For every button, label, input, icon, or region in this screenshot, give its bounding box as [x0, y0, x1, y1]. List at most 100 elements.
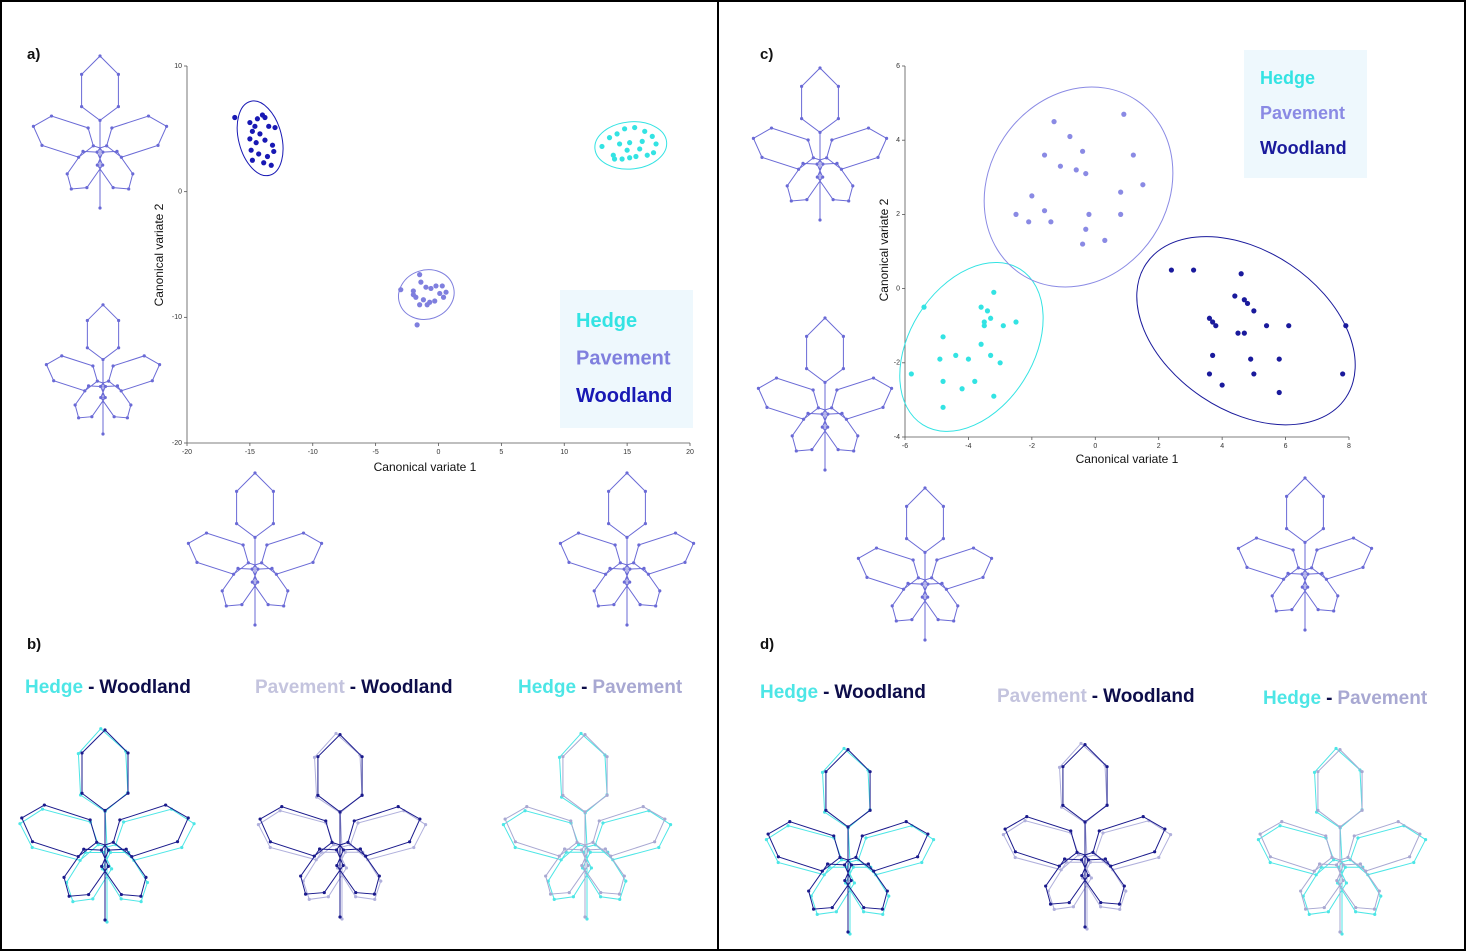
data-point [937, 356, 942, 361]
landmark [1069, 829, 1072, 832]
landmark [1002, 833, 1005, 836]
landmark [891, 604, 894, 607]
comparison-part: Pavement [1337, 688, 1427, 709]
leaflet [252, 568, 287, 606]
landmark [105, 144, 108, 147]
landmark [1023, 819, 1026, 822]
landmark [825, 156, 828, 159]
landmark [843, 879, 846, 882]
data-point [1013, 212, 1018, 217]
landmark [818, 66, 821, 69]
landmark [187, 816, 190, 819]
landmark [164, 803, 167, 806]
landmark [876, 156, 879, 159]
landmark [1320, 572, 1323, 575]
data-point [637, 146, 642, 151]
data-point [1220, 382, 1225, 387]
landmark [805, 198, 808, 201]
landmark [1345, 881, 1348, 884]
landmark [857, 557, 860, 560]
landmark [653, 840, 656, 843]
landmark [74, 403, 77, 406]
landmark [1278, 824, 1281, 827]
landmark [1286, 572, 1289, 575]
landmark [821, 426, 824, 429]
landmark [40, 144, 43, 147]
landmark [856, 434, 859, 437]
landmark [1360, 770, 1363, 773]
landmark [324, 819, 327, 822]
landmark [1280, 820, 1283, 823]
landmark [942, 537, 945, 540]
landmark [90, 415, 93, 418]
landmark [1157, 856, 1160, 859]
landmark [1083, 925, 1086, 928]
landmark [523, 809, 526, 812]
landmark [113, 415, 116, 418]
y-tick-label: 10 [174, 63, 182, 70]
landmark [265, 543, 268, 546]
landmark [101, 150, 104, 153]
data-point [398, 287, 403, 292]
landmark [235, 522, 238, 525]
leaflet [817, 163, 852, 201]
landmark [801, 162, 804, 165]
landmark [805, 335, 808, 338]
leaflet [802, 68, 839, 132]
landmark [942, 505, 945, 508]
landmark [87, 893, 90, 896]
data-point [415, 322, 420, 327]
landmark [1053, 908, 1056, 911]
landmark [654, 604, 657, 607]
data-point [1131, 152, 1136, 157]
data-point [1118, 190, 1123, 195]
landmark [99, 727, 102, 730]
data-point [979, 305, 984, 310]
landmark [260, 561, 263, 564]
data-point [640, 139, 645, 144]
landmark [608, 567, 611, 570]
leaflet [1287, 478, 1324, 542]
comparison-part: - [1326, 688, 1332, 709]
landmark [786, 824, 789, 827]
data-point [1042, 208, 1047, 213]
comparison-label: Hedge-Pavement [518, 677, 683, 698]
landmark [1004, 827, 1007, 830]
landmark [316, 755, 319, 758]
landmark [572, 895, 575, 898]
landmark [840, 412, 843, 415]
landmark [165, 125, 168, 128]
landmark [1061, 804, 1064, 807]
data-point [909, 371, 914, 376]
landmark [82, 848, 85, 851]
data-point [953, 353, 958, 358]
landmark [98, 119, 101, 122]
data-point [262, 138, 267, 143]
landmark [85, 186, 88, 189]
leaf-shape [1259, 748, 1422, 934]
landmark [864, 836, 867, 839]
landmark [605, 794, 608, 797]
data-point [1058, 164, 1063, 169]
data-point [271, 149, 276, 154]
legend-label: Pavement [1260, 103, 1345, 123]
data-point [1235, 331, 1240, 336]
landmark [1338, 825, 1341, 828]
data-point [247, 120, 252, 125]
landmark [887, 894, 890, 897]
comparison-part: Woodland [99, 677, 190, 698]
landmark [1285, 495, 1288, 498]
data-point [972, 379, 977, 384]
data-point [423, 285, 428, 290]
landmark [777, 855, 780, 858]
data-point [249, 148, 254, 153]
x-tick-label: -6 [902, 443, 908, 450]
leaflet [822, 413, 857, 451]
x-tick-label: 15 [623, 449, 631, 456]
landmark [1014, 850, 1017, 853]
comparison-label: Pavement-Woodland [997, 686, 1195, 707]
landmark [221, 589, 224, 592]
landmark [912, 558, 915, 561]
landmark [116, 384, 119, 387]
landmark [905, 537, 908, 540]
